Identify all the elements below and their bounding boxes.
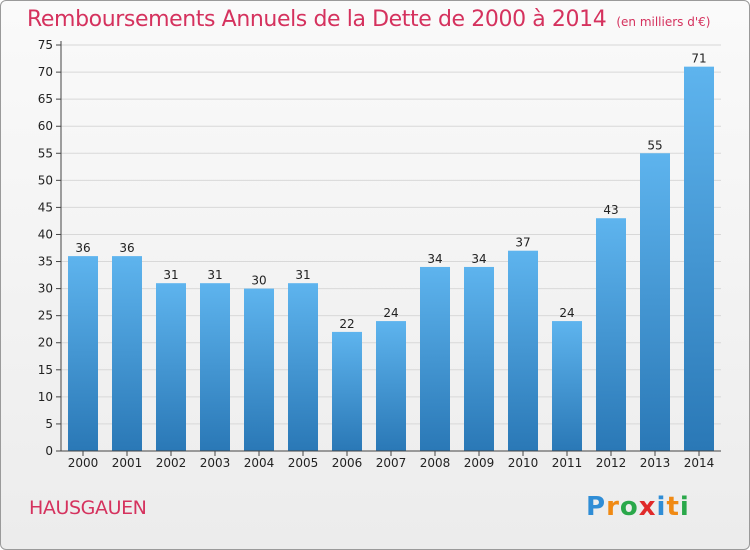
y-tick-label: 25 (38, 309, 53, 323)
logo-letter: r (606, 492, 620, 522)
y-tick-label: 70 (38, 65, 53, 79)
x-tick-label: 2001 (112, 456, 143, 470)
bar-value-labels: 36 36 31 31 30 31 22 24 34 34 37 24 43 55 71 (75, 52, 706, 331)
chart-title-text: Remboursements Annuels de la Dette de 20… (27, 7, 607, 32)
bar-value-label: 30 (251, 274, 266, 288)
bar-value-label: 34 (427, 252, 442, 266)
bar-2005 (288, 283, 318, 451)
y-tick-label: 50 (38, 173, 53, 187)
bar-value-label: 36 (75, 241, 90, 255)
bar-2006 (332, 331, 362, 451)
bar-2003 (200, 283, 230, 451)
y-tick-label: 10 (38, 390, 53, 404)
y-tick-label: 40 (38, 227, 53, 241)
y-tick-label: 60 (38, 119, 53, 133)
logo-letter: x (638, 492, 657, 522)
bars (68, 66, 714, 452)
bar-2001 (112, 256, 142, 451)
y-tick-label: 5 (45, 417, 53, 431)
y-tick-label: 55 (38, 146, 53, 160)
chart-title: Remboursements Annuels de la Dette de 20… (27, 7, 710, 32)
x-tick-label: 2005 (288, 456, 319, 470)
x-tick-label: 2013 (640, 456, 671, 470)
x-tick-label: 2011 (552, 456, 583, 470)
commune-name: HAUSGAUEN (29, 497, 147, 519)
y-tick-label: 15 (38, 363, 53, 377)
x-tick-label: 2000 (68, 456, 99, 470)
y-tick-label: 35 (38, 255, 53, 269)
bar-2009 (464, 266, 494, 451)
y-tick-label: 0 (45, 444, 53, 458)
bar-2012 (596, 218, 626, 451)
logo-letter: o (619, 492, 639, 522)
x-tick-label: 2010 (508, 456, 539, 470)
bar-2010 (508, 250, 538, 451)
y-tick-label: 65 (38, 92, 53, 106)
bar-2002 (156, 283, 186, 451)
bar-2013 (640, 153, 670, 451)
bar-value-label: 34 (471, 252, 486, 266)
bar-value-label: 36 (119, 241, 134, 255)
bar-2007 (376, 321, 406, 451)
bar-value-label: 43 (603, 203, 618, 217)
bar-value-label: 31 (163, 268, 178, 282)
logo-letter: t (666, 492, 680, 522)
axes (60, 41, 721, 452)
bar-2004 (244, 288, 274, 451)
x-tick-label: 2009 (464, 456, 495, 470)
x-tick-label: 2014 (684, 456, 715, 470)
bar-value-label: 71 (691, 52, 706, 66)
bar-value-label: 55 (647, 138, 662, 152)
x-axis-ticks: 2000 2001 2002 2003 2004 2005 2006 2007 2008 2009… (68, 451, 715, 470)
x-tick-label: 2004 (244, 456, 275, 470)
x-tick-label: 2006 (332, 456, 363, 470)
bar-value-label: 22 (339, 317, 354, 331)
x-tick-label: 2012 (596, 456, 627, 470)
x-tick-label: 2002 (156, 456, 187, 470)
bar-value-label: 31 (207, 268, 222, 282)
bar-2008 (420, 266, 450, 451)
bar-2000 (68, 256, 98, 451)
bar-value-label: 37 (515, 236, 530, 250)
bar-2014 (684, 66, 714, 452)
y-tick-label: 30 (38, 282, 53, 296)
bar-value-label: 24 (559, 306, 574, 320)
y-tick-label: 20 (38, 336, 53, 350)
x-tick-label: 2008 (420, 456, 451, 470)
logo-letter: i (679, 492, 690, 522)
logo-letter: P (586, 492, 607, 522)
x-tick-label: 2003 (200, 456, 231, 470)
bar-value-label: 24 (383, 306, 398, 320)
bar-value-label: 31 (295, 268, 310, 282)
logo-letter: i (656, 492, 667, 522)
y-tick-label: 45 (38, 200, 53, 214)
x-tick-label: 2007 (376, 456, 407, 470)
bar-2011 (552, 321, 582, 451)
y-axis-ticks: 0 5 10 15 20 25 30 35 40 45 50 55 60 65 70 75 (38, 38, 61, 458)
proxiti-logo: Proxiti (586, 492, 690, 522)
chart-unit-label: (en milliers d'€) (616, 15, 711, 29)
y-tick-label: 75 (38, 38, 53, 52)
